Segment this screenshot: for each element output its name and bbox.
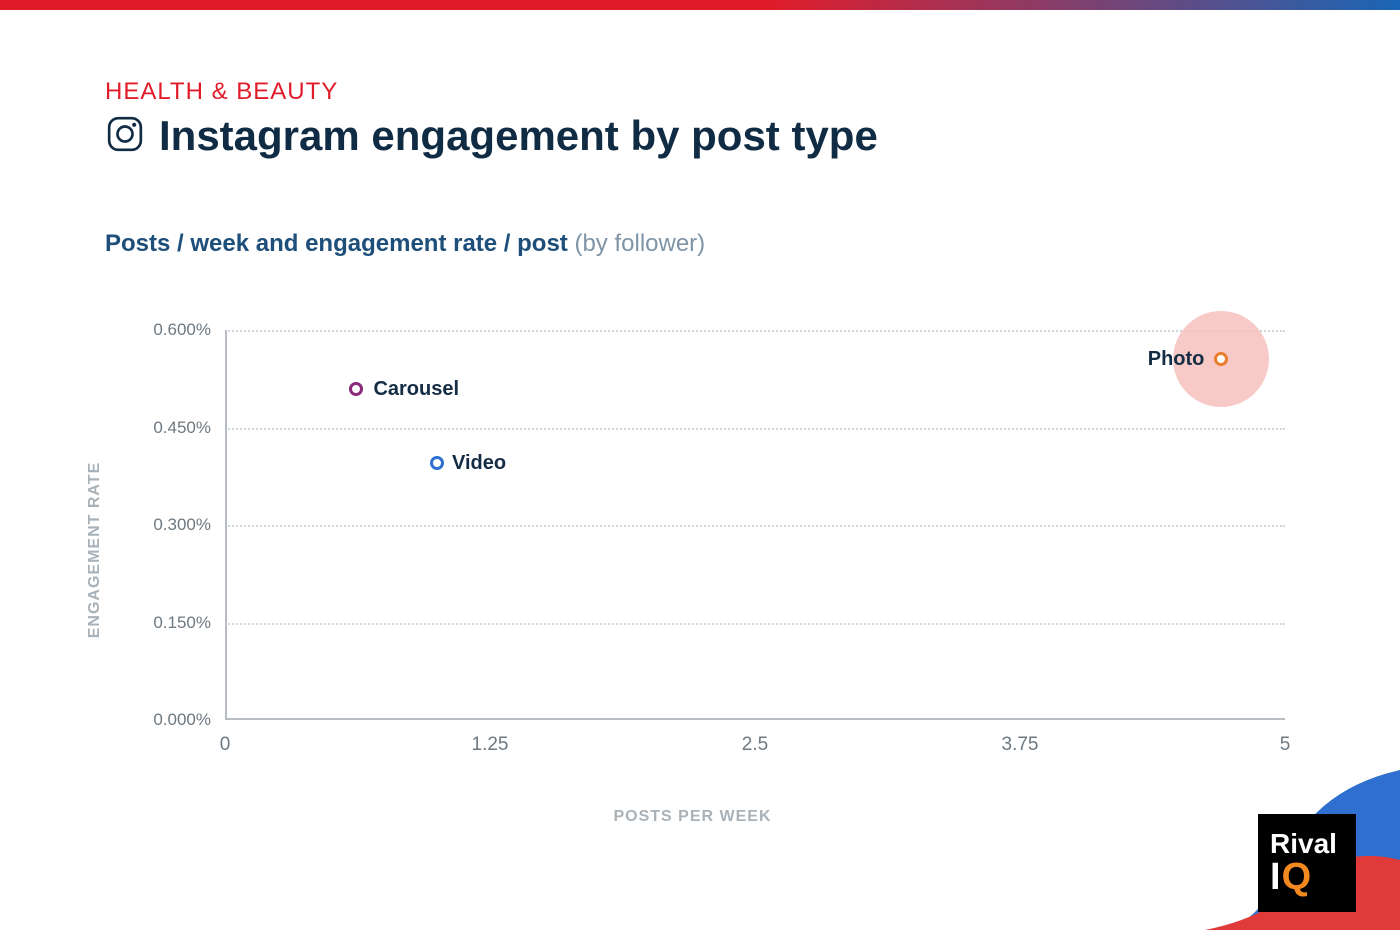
x-tick-label: 2.5 [742, 720, 768, 756]
y-tick-label: 0.600% [153, 320, 225, 340]
chart-container: ENGAGEMENT RATE POSTS PER WEEK 0.000%0.1… [95, 320, 1290, 780]
logo-iq-i: I [1270, 856, 1282, 898]
gridline [225, 623, 1285, 625]
logo-iq-q: Q [1282, 856, 1313, 898]
data-marker [430, 456, 444, 470]
data-marker [1214, 352, 1228, 366]
y-tick-label: 0.300% [153, 515, 225, 535]
x-axis-title: POSTS PER WEEK [613, 808, 771, 826]
data-marker-label: Video [452, 452, 506, 475]
x-tick-label: 3.75 [1002, 720, 1039, 756]
x-tick-label: 5 [1280, 720, 1291, 756]
page-root: { "topbar": { "start_color": "#e11c2a", … [0, 0, 1400, 930]
subtitle-bold: Posts / week and engagement rate / post [105, 230, 568, 257]
gridline [225, 330, 1285, 332]
subtitle-light: (by follower) [568, 230, 705, 257]
gridline [225, 525, 1285, 527]
logo-text-rival: Rival [1270, 830, 1356, 858]
y-tick-label: 0.150% [153, 613, 225, 633]
header: HEALTH & BEAUTY Instagram engagement by … [105, 78, 878, 160]
title-row: Instagram engagement by post type [105, 112, 878, 160]
top-accent-bar [0, 0, 1400, 10]
y-tick-label: 0.000% [153, 710, 225, 730]
data-marker [349, 382, 363, 396]
category-label: HEALTH & BEAUTY [105, 78, 878, 106]
instagram-icon [105, 114, 145, 159]
data-marker-label: Photo [1148, 348, 1205, 371]
gridline [225, 428, 1285, 430]
data-marker-label: Carousel [373, 378, 459, 401]
y-axis-title: ENGAGEMENT RATE [86, 462, 104, 638]
plot-area: 0.000%0.150%0.300%0.450%0.600%01.252.53.… [225, 330, 1285, 720]
page-title: Instagram engagement by post type [159, 112, 878, 160]
chart-subtitle: Posts / week and engagement rate / post … [105, 230, 705, 258]
brand-logo: Rival IQ [1258, 814, 1356, 912]
y-tick-label: 0.450% [153, 418, 225, 438]
y-axis-line [225, 330, 227, 720]
x-tick-label: 0 [220, 720, 231, 756]
x-tick-label: 1.25 [472, 720, 509, 756]
logo-text-iq: IQ [1270, 858, 1356, 896]
